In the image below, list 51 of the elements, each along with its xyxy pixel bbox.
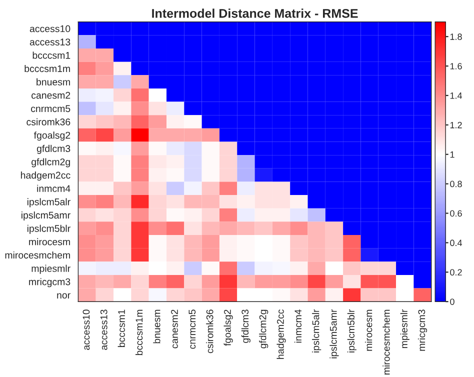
color-bar-label: 1.4 [450,92,462,99]
y-tick-label: ipslcm5blr [27,224,70,234]
x-tick-label: gfdlcm3 [241,310,250,343]
y-tick-label: gfdlcm3 [36,144,70,154]
x-tick-label: fgoalsg2 [224,310,233,346]
x-tick-label: hadgem2cc [276,309,286,359]
x-tick-label: ipslcm5blr [347,309,356,352]
x-tick-label: mirocesm [365,310,372,351]
y-tick-label: access13 [30,38,70,46]
x-tick-label: ipslcm5alr [312,309,322,352]
x-tick-label: canesm2 [171,310,178,348]
y-tick-label: mirocesmchem [5,251,70,259]
x-tick-label: mirocesmchem [382,310,390,374]
y-tick-label: mirocesm [29,238,70,246]
y-tick-label: hadgem2cc [20,172,70,181]
color-bar-label: 1.8 [450,34,462,40]
color-bar-label: 0.2 [450,269,462,276]
y-tick-label: gfdlcm2g [32,158,70,168]
color-bar-label: 1.2 [450,122,462,128]
color-bar-label: 0.6 [450,210,462,217]
y-tick-label: bcccsm1m [24,64,70,72]
x-tick-label: mpiesmlr [400,309,410,348]
color-bar-label: 0.8 [450,180,462,188]
y-tick-label: mpiesmlr [32,264,70,274]
y-tick-label: cnrmcm5 [31,105,70,112]
color-bar-label: 1.6 [450,63,462,70]
x-tick-label: access13 [100,310,108,350]
x-tick-label: cnrmcm5 [188,310,196,349]
y-tick-label: ipslcm5alr [27,198,70,208]
y-tick-label: access10 [30,25,70,32]
color-bar-label: 0.4 [450,240,462,246]
x-tick-label: csiromk36 [206,310,214,354]
color-bar-label: 0 [450,298,454,305]
x-tick-label: bnuesm [153,310,160,344]
y-tick-label: ipslcm5amr [22,211,70,221]
x-tick-label: ipslcm5amr [330,309,339,358]
x-tick-label: inmcm4 [294,310,302,343]
y-tick-label: nor [57,293,70,299]
y-tick-label: bcccsm1 [32,52,70,59]
y-tick-label: fgoalsg2 [34,132,70,141]
y-tick-label: inmcm4 [37,184,70,192]
x-tick-label: bcccsm1 [118,310,125,347]
x-tick-label: mricgcm3 [418,310,428,351]
color-bar-label: 1 [450,151,454,158]
chart-title: Intermodel Distance Matrix - RMSE [152,8,358,18]
y-tick-label: canesm2 [32,92,70,99]
x-tick-label: bcccsm1m [135,310,143,356]
y-tick-label: bnuesm [36,78,70,86]
y-tick-label: csiromk36 [26,118,70,126]
y-tick-label: mricgcm3 [29,278,70,288]
x-tick-label: gfdlcm2g [259,310,268,348]
